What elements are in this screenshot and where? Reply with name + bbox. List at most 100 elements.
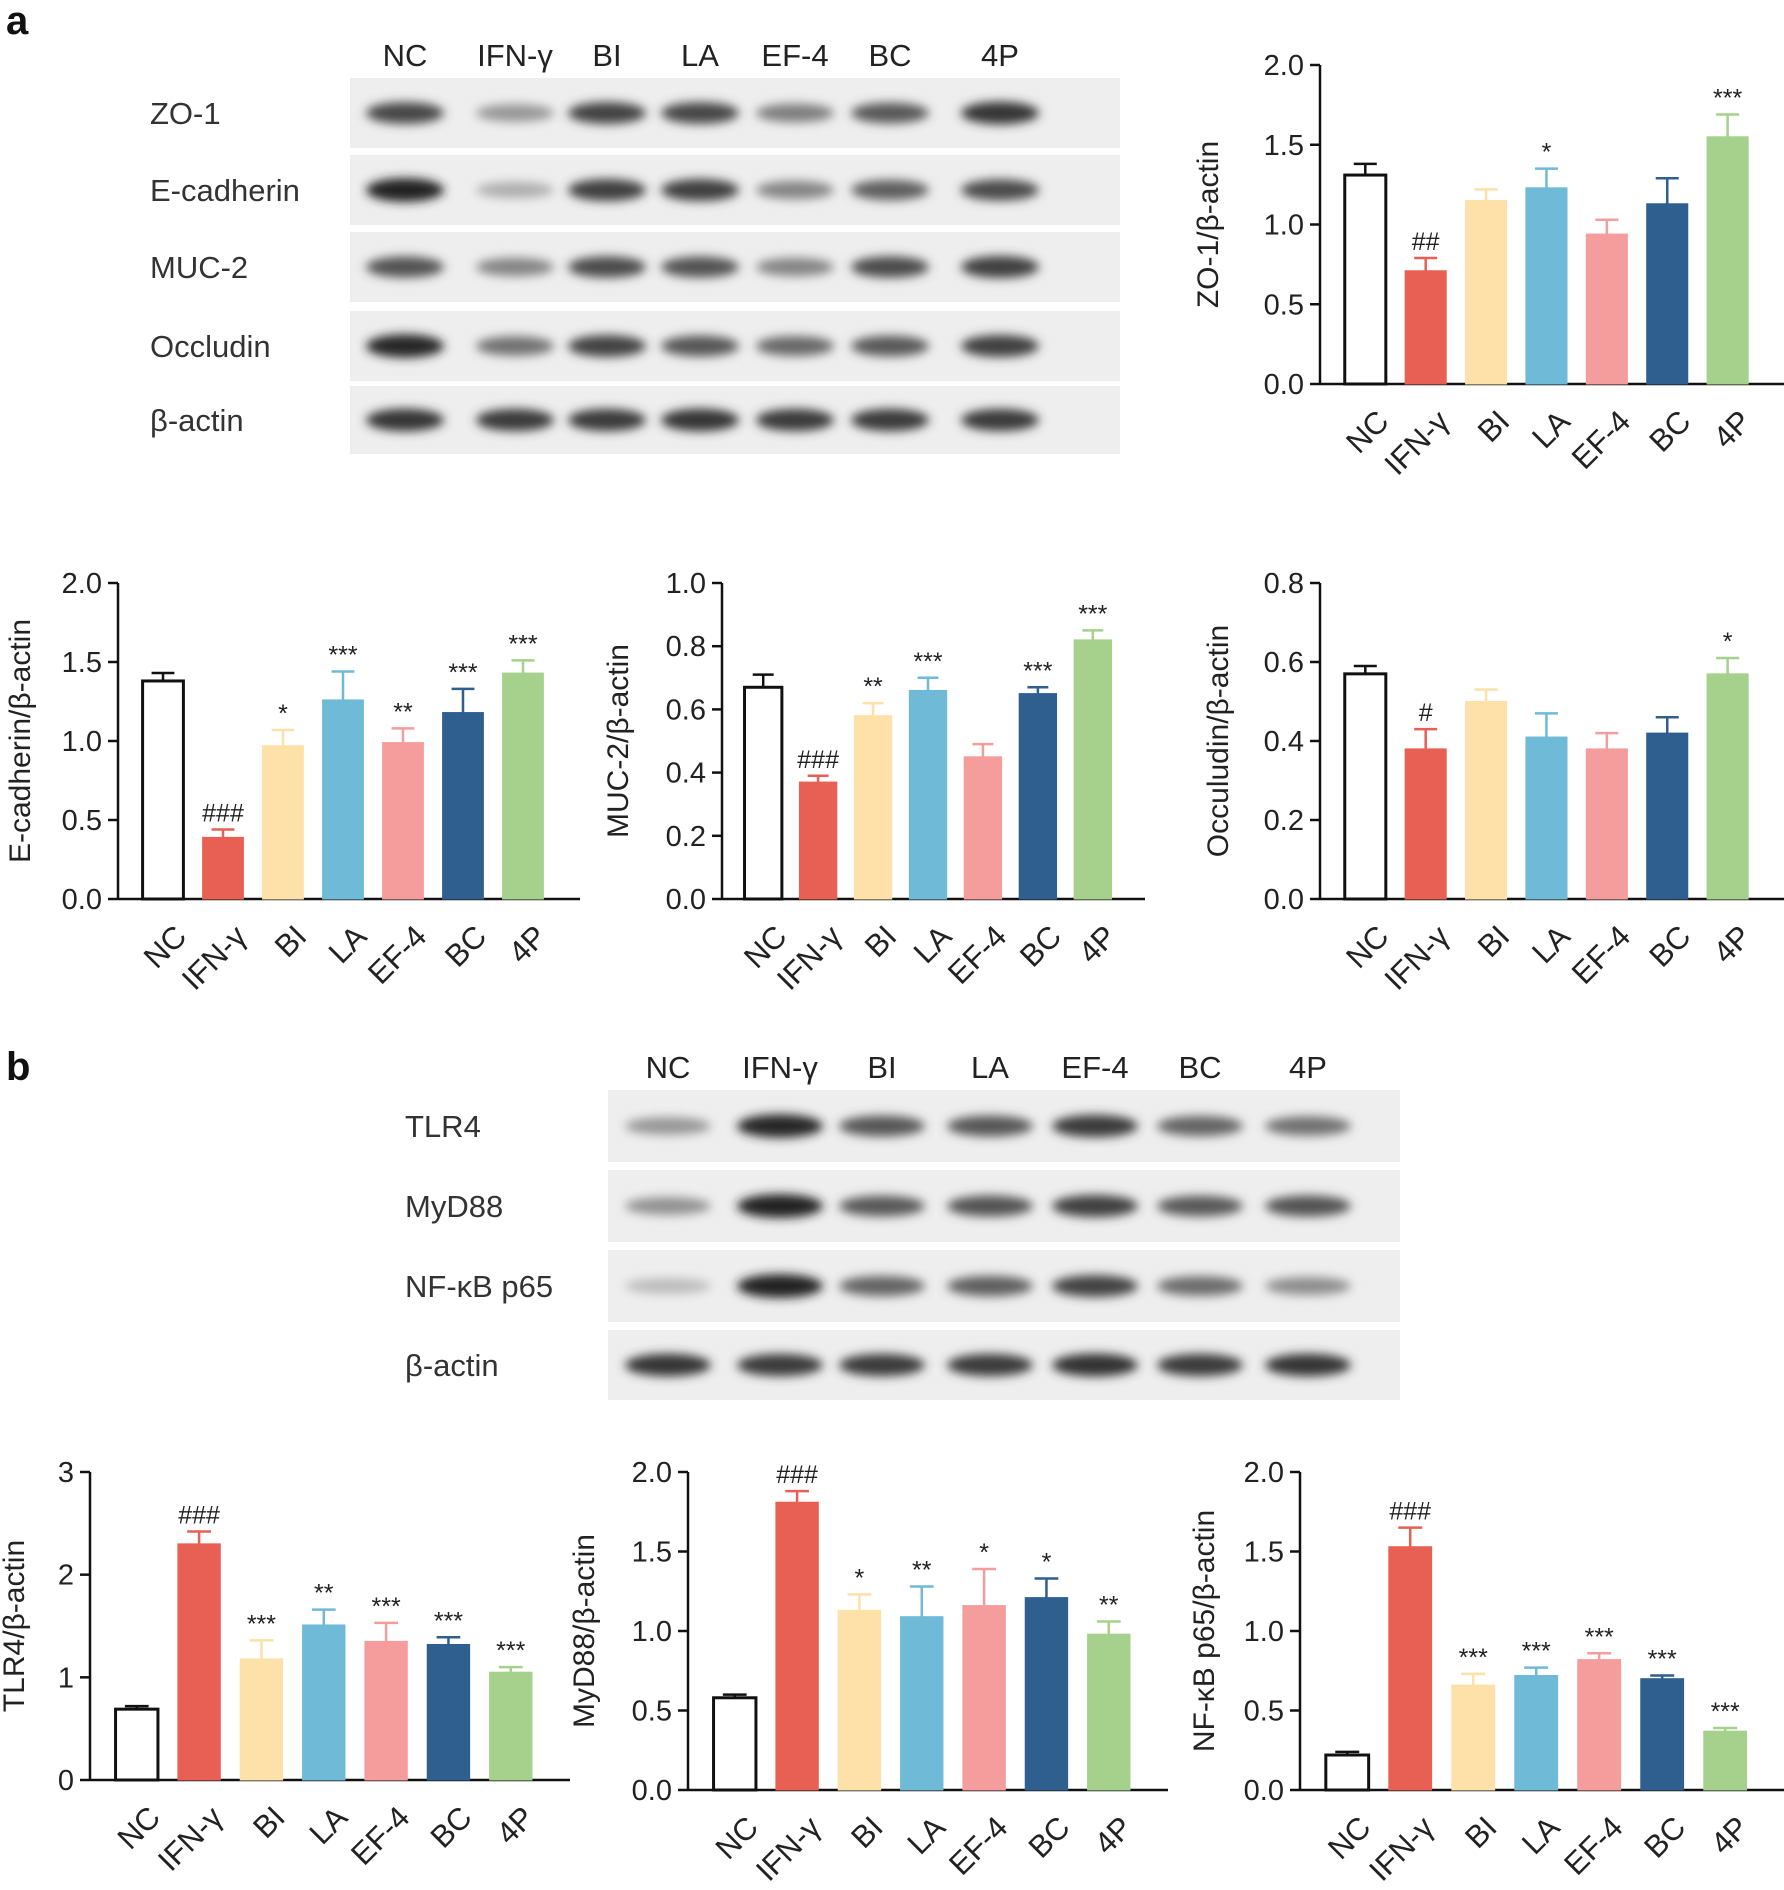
significance-label: *** — [1648, 1646, 1677, 1674]
y-tick-label: 0.4 — [1264, 726, 1304, 758]
blot-band — [839, 1353, 925, 1377]
blot-band — [737, 1114, 823, 1138]
blot-band — [476, 257, 554, 277]
x-tick-label-4p: 4P — [502, 919, 554, 971]
bar-ifn — [775, 1501, 819, 1791]
bar-bc — [442, 712, 484, 900]
blot-band — [625, 1278, 711, 1294]
y-tick-label: 0.5 — [1244, 1696, 1284, 1728]
lane-label-4p: 4P — [981, 38, 1019, 73]
x-tick-label-ef-4: EF-4 — [942, 1810, 1014, 1882]
bar-ifn — [798, 781, 838, 900]
y-tick-label: 3 — [58, 1457, 74, 1489]
lane-label-ef-4: EF-4 — [761, 38, 828, 73]
y-tick-label: 1.0 — [1264, 210, 1304, 242]
y-tick-label: 0.6 — [666, 694, 706, 726]
significance-label: *** — [1711, 1698, 1740, 1726]
blot-band — [568, 335, 646, 357]
x-tick-label-bc: BC — [438, 919, 493, 974]
blot-band — [366, 178, 444, 202]
significance-label: *** — [1522, 1638, 1551, 1666]
blot-band — [661, 102, 739, 124]
x-tick-label-ifn: IFN-γ — [1362, 1809, 1441, 1885]
bar-ef-4 — [382, 742, 424, 900]
western-blot-b: NC IFN-γ BI LA EF-4 BC 4P TLR4 MyD88 NF-κB p65 β-a… — [405, 1050, 1400, 1400]
x-tick-label-bi: BI — [1458, 1810, 1503, 1855]
significance-label: *** — [913, 648, 942, 676]
significance-label: * — [979, 1539, 989, 1567]
blot-band — [661, 408, 739, 432]
bar-bc — [1640, 1678, 1685, 1791]
x-tick-label-ef-4: EF-4 — [1565, 919, 1637, 991]
bar-nc — [743, 685, 784, 901]
bar-4p — [1706, 136, 1749, 385]
y-axis-label: E-cadherin/β-actin — [4, 619, 37, 863]
lane-label-ef-4: EF-4 — [1061, 1050, 1128, 1085]
significance-label: *** — [1023, 657, 1052, 685]
significance-label: * — [278, 700, 288, 728]
bar-nc — [141, 679, 185, 901]
lane-label-4p: 4P — [1289, 1050, 1327, 1085]
significance-label: *** — [496, 1637, 525, 1665]
blot-band — [1265, 1195, 1351, 1217]
lane-label-bi: BI — [592, 38, 621, 73]
bar-la — [322, 699, 364, 900]
y-tick-label: 2.0 — [1264, 50, 1304, 82]
blot-band — [366, 102, 444, 124]
y-tick-label: 0.2 — [666, 821, 706, 853]
blot-band — [839, 1195, 925, 1217]
chart-nfkb: 0.00.51.01.52.0NF-κB p65/β-actinNC###IFN… — [1188, 1457, 1784, 1888]
bar-bc — [1646, 203, 1689, 385]
bar-bi — [239, 1658, 284, 1781]
blot-band — [851, 335, 929, 357]
bar-ef-4 — [364, 1640, 408, 1781]
blot-band — [1265, 1353, 1351, 1377]
bar-nc — [1343, 173, 1388, 386]
x-tick-label-4p: 4P — [490, 1800, 542, 1852]
row-label-actin: β-actin — [150, 403, 244, 438]
bar-bc — [426, 1643, 471, 1781]
chart-tlr4: 0123TLR4/β-actinNC###IFN-γ***BI**LA***EF… — [0, 1457, 570, 1878]
row-label-tlr4: TLR4 — [405, 1109, 481, 1144]
blot-band — [1052, 1353, 1138, 1377]
bar-bi — [1465, 200, 1508, 385]
x-tick-label-ef-4: EF-4 — [1557, 1810, 1629, 1882]
lane-label-bc: BC — [868, 38, 911, 73]
lane-label-bc: BC — [1178, 1050, 1221, 1085]
y-tick-label: 0.0 — [62, 884, 102, 916]
y-axis-label: Occuludin/β-actin — [1202, 625, 1235, 857]
blot-band — [1157, 1276, 1243, 1296]
x-tick-label-bi: BI — [844, 1810, 889, 1855]
lane-label-bi: BI — [867, 1050, 896, 1085]
blot-band — [839, 1115, 925, 1137]
y-tick-label: 2.0 — [62, 568, 102, 600]
y-tick-label: 1.5 — [62, 647, 102, 679]
bar-la — [1514, 1675, 1559, 1791]
y-tick-label: 1.0 — [666, 568, 706, 600]
blot-band — [1157, 1195, 1243, 1217]
x-tick-label-bi: BI — [268, 919, 313, 964]
blot-band — [947, 1353, 1033, 1377]
y-tick-label: 2.0 — [632, 1457, 672, 1489]
panel-letter-a: a — [6, 0, 29, 43]
bar-nc — [114, 1707, 160, 1782]
x-tick-label-bc: BC — [424, 1800, 479, 1855]
x-tick-label-bi: BI — [858, 919, 903, 964]
bar-ef-4 — [1577, 1659, 1622, 1791]
y-tick-label: 0.0 — [1264, 369, 1304, 401]
row-label-zo-1: ZO-1 — [150, 96, 221, 131]
chart-myd88: 0.00.51.01.52.0MyD88/β-actinNC###IFN-γ*B… — [568, 1457, 1168, 1888]
y-axis-label: MyD88/β-actin — [568, 1534, 601, 1728]
row-label-muc-2: MUC-2 — [150, 250, 248, 285]
y-tick-label: 0.5 — [632, 1696, 672, 1728]
blot-band — [661, 178, 739, 202]
blot-band — [625, 1353, 711, 1377]
bar-ef-4 — [963, 756, 1003, 900]
y-tick-label: 1.5 — [632, 1537, 672, 1569]
significance-label: * — [1723, 628, 1733, 656]
significance-label: *** — [247, 1610, 276, 1638]
blot-band — [947, 1195, 1033, 1217]
blot-band — [661, 335, 739, 357]
blot-band — [851, 179, 929, 201]
